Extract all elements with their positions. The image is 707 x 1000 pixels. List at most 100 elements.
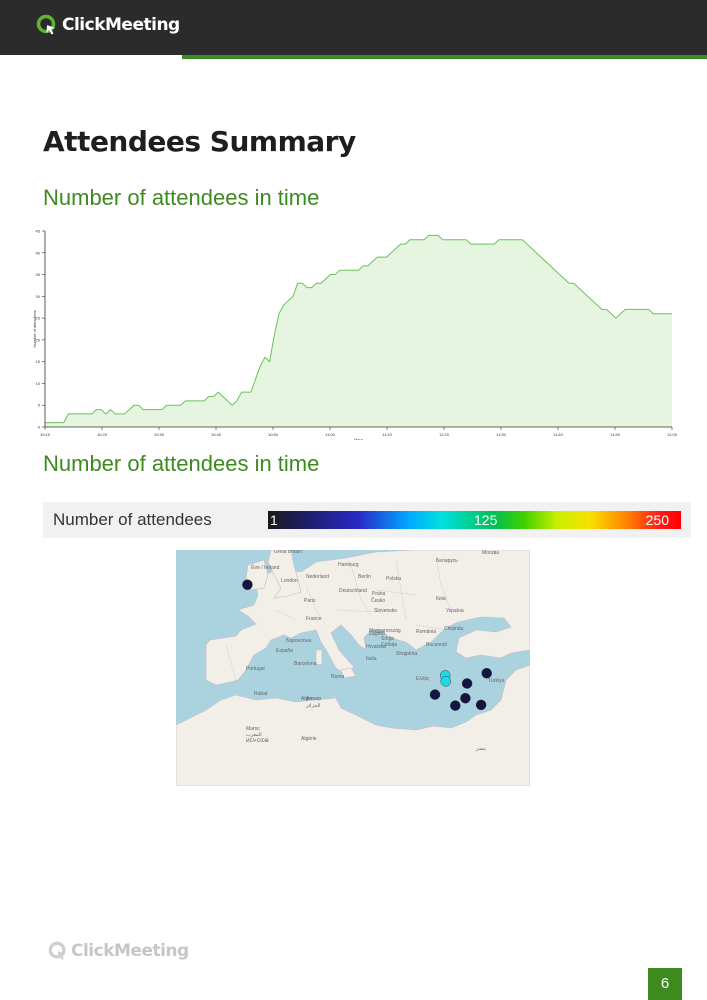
y-tick-label: 25: [36, 316, 41, 321]
map-labels: Great Britain Éire / Ireland London Nederla…: [246, 550, 505, 752]
map-place-label: Nederland: [306, 574, 329, 580]
clickmeeting-footer-logo-icon: [48, 941, 66, 960]
footer-brand: ClickMeeting: [71, 941, 189, 961]
x-tick-label: 11:50: [610, 432, 620, 437]
y-tick-label: 5: [38, 403, 41, 408]
map-place-label: Éire / Ireland: [251, 564, 280, 571]
map-place-label: مصر: [475, 746, 486, 752]
map-place-label: Москва: [482, 550, 499, 556]
y-tick-label: 0: [38, 425, 41, 430]
map-place-label: Great Britain: [274, 550, 302, 555]
clickmeeting-logo-icon: [36, 14, 56, 35]
map-place-label: Shqipëria: [396, 651, 417, 657]
attendee-location-marker[interactable]: [481, 667, 492, 679]
attendee-location-marker[interactable]: [461, 678, 473, 689]
page-title: Attendees Summary: [43, 125, 356, 158]
x-tick-label: 11:30: [496, 432, 506, 437]
scale-mid-label: 125: [474, 512, 498, 528]
x-tick-label: 11:10: [382, 432, 392, 437]
land-africa: [176, 664, 530, 786]
map-place-label: Alger: [301, 696, 313, 702]
map-place-label: Türkiye: [488, 678, 505, 684]
scale-min-label: 1: [270, 512, 278, 528]
map-place-label: Magyarország: [369, 628, 401, 634]
map-place-label: Maroc: [246, 726, 260, 732]
map-place-label: ⵍⵎⵖⵔⵉⴱ: [246, 738, 269, 744]
x-tick-label: 10:50: [268, 432, 279, 437]
map-place-label: الجزائر: [305, 703, 320, 709]
map-place-label: Rabat: [254, 691, 268, 697]
scale-max-label: 250: [645, 512, 669, 528]
map-place-label: España: [276, 648, 293, 654]
line-chart-title: Number of attendees in time: [43, 185, 320, 210]
y-tick-label: 40: [36, 250, 41, 255]
x-tick-label: 10:40: [211, 432, 222, 437]
map-place-label: Беларусь: [436, 558, 458, 564]
map-place-label: Praha: [372, 591, 386, 597]
attendee-location-marker[interactable]: [475, 699, 487, 711]
y-tick-label: 30: [36, 294, 41, 299]
header-brand: ClickMeeting: [62, 15, 180, 35]
attendee-location-marker[interactable]: [429, 689, 441, 700]
x-tick-label: 10:30: [154, 432, 165, 437]
map-place-label: Berlin: [358, 574, 371, 580]
attendee-points: [242, 579, 492, 711]
map-place-label: المغرب: [246, 732, 262, 738]
map-place-label: București: [426, 642, 447, 648]
attendees-map[interactable]: Great Britain Éire / Ireland London Nederla…: [176, 550, 530, 786]
map-place-label: Ελλάς: [416, 675, 430, 682]
map-place-label: Deutschland: [339, 588, 367, 594]
attendee-location-marker[interactable]: [440, 676, 451, 687]
map-place-label: Україна: [446, 608, 464, 614]
legend-label: Number of attendees: [53, 510, 212, 529]
x-tick-label: 10:10: [40, 432, 51, 437]
header-logo: ClickMeeting: [36, 14, 180, 36]
y-tick-label: 15: [36, 359, 41, 364]
y-tick-label: 10: [36, 381, 41, 386]
x-tick-label: 11:00: [325, 432, 335, 437]
map-place-label: Барcелона: [286, 638, 311, 644]
attendee-location-marker[interactable]: [450, 700, 461, 711]
x-tick-label: 11:20: [439, 432, 449, 437]
map-place-label: Алжир: [306, 696, 321, 702]
map-place-label: Portugal: [246, 666, 265, 672]
attendee-location-marker[interactable]: [460, 692, 471, 704]
map-place-label: Srbija: [381, 636, 394, 642]
map-place-label: London: [281, 578, 298, 584]
map-place-label: Česko: [371, 597, 385, 604]
map-place-label: Polska: [386, 576, 401, 582]
attendee-location-marker[interactable]: [242, 579, 253, 590]
map-section-title: Number of attendees in time: [43, 451, 320, 476]
map-borders: [225, 554, 452, 681]
map-canvas: Great Britain Éire / Ireland London Nederla…: [176, 550, 530, 786]
y-tick-label: 35: [36, 272, 41, 277]
map-legend: Number of attendees 1 125 250: [43, 502, 691, 538]
header-bar: ClickMeeting: [0, 0, 707, 55]
map-place-label: France: [306, 616, 322, 622]
x-tick-label: 10:20: [97, 432, 108, 437]
map-place-label: Київ: [436, 596, 446, 602]
map-place-label: Hamburg: [338, 562, 359, 568]
y-tick-label: 45: [36, 229, 41, 234]
page-number: 6: [648, 968, 682, 1000]
map-place-label: Italia: [366, 656, 377, 662]
map-place-label: Србија: [381, 642, 397, 648]
y-axis-label: Number of attendees: [32, 310, 37, 347]
land-great-britain: [267, 550, 302, 599]
footer-logo: ClickMeeting: [48, 941, 189, 961]
map-place-label: Zagreb: [369, 631, 385, 637]
map-place-label: Chişinău: [444, 626, 464, 632]
map-place-label: România: [416, 629, 436, 635]
header-accent-line: [182, 55, 707, 59]
map-place-label: Roma: [331, 674, 345, 680]
color-scale: 1 125 250: [268, 511, 681, 529]
map-place-label: Barcelona: [294, 661, 317, 667]
x-tick-label: 11:40: [553, 432, 563, 437]
map-place-label: Hrvatska: [366, 644, 386, 650]
map-place-label: Paris: [304, 598, 316, 604]
land-sicily-sardinia: [315, 649, 357, 679]
chart-area-fill: [45, 235, 672, 427]
y-tick-label: 20: [36, 337, 41, 342]
map-place-label: Slovensko: [374, 608, 397, 614]
x-tick-label: 12:00: [667, 432, 678, 437]
